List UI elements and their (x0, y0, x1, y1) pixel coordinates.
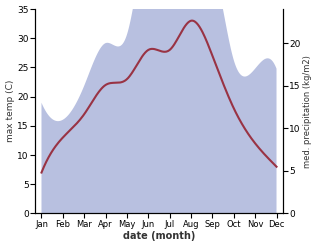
X-axis label: date (month): date (month) (123, 231, 195, 242)
Y-axis label: med. precipitation (kg/m2): med. precipitation (kg/m2) (303, 55, 313, 168)
Y-axis label: max temp (C): max temp (C) (5, 80, 15, 143)
